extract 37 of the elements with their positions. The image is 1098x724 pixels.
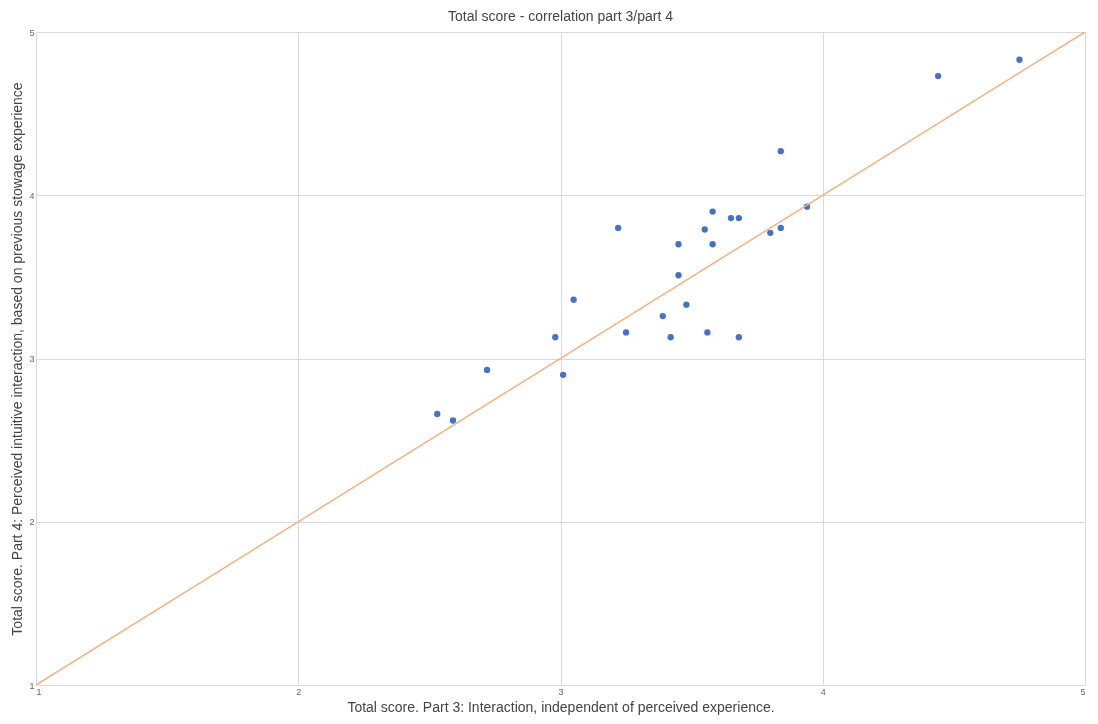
point <box>622 329 630 336</box>
point <box>727 214 735 222</box>
point <box>449 417 457 424</box>
x-tick-label: 4 <box>820 686 826 697</box>
point <box>659 312 666 320</box>
point <box>667 334 674 341</box>
point <box>709 208 716 215</box>
point <box>1016 56 1023 63</box>
point <box>675 241 682 248</box>
y-axis-title: Total score. Part 4: Perceived intuitive interaction, based on previous stowage experience <box>9 82 26 636</box>
point <box>570 296 577 303</box>
y-tick-label: 5 <box>29 27 35 38</box>
x-tick-label: 5 <box>1080 686 1086 697</box>
x-tick-label: 1 <box>36 686 42 697</box>
point <box>934 72 942 80</box>
y-tick-label: 4 <box>29 190 35 201</box>
point <box>675 272 682 279</box>
point <box>709 241 716 248</box>
point <box>735 214 742 222</box>
point <box>483 366 491 374</box>
point <box>434 410 441 418</box>
y-tick-label: 3 <box>29 354 35 364</box>
point <box>777 148 784 155</box>
point <box>701 226 708 233</box>
point <box>552 334 559 341</box>
point <box>767 229 774 236</box>
chart-title: Total score - correlation part 3/part 4 <box>448 8 674 24</box>
x-tick-label: 2 <box>296 686 302 697</box>
x-axis-title: Total score. Part 3: Interaction, independent of perceived experience. <box>347 698 775 715</box>
x-tick-label: 3 <box>558 686 564 697</box>
point <box>615 224 622 232</box>
point <box>704 329 711 336</box>
point <box>683 301 690 308</box>
point <box>559 371 567 378</box>
y-tick-label: 2 <box>29 517 35 528</box>
point <box>777 224 784 232</box>
point <box>735 334 742 341</box>
